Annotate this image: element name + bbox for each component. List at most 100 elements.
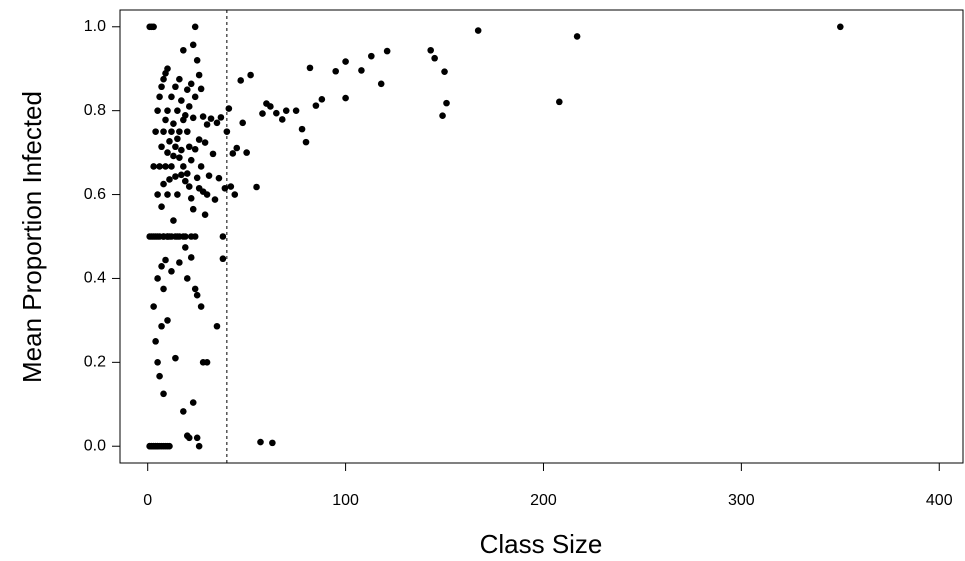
point <box>431 54 438 62</box>
point <box>156 93 163 101</box>
point <box>269 439 276 447</box>
point <box>217 114 225 121</box>
point <box>225 105 233 112</box>
point <box>195 136 203 143</box>
point <box>239 119 246 127</box>
point <box>176 128 183 135</box>
point <box>176 154 183 161</box>
point <box>156 163 163 170</box>
point <box>187 254 195 261</box>
point <box>358 67 365 74</box>
point <box>187 156 195 164</box>
point <box>193 434 201 442</box>
point <box>191 93 199 101</box>
point <box>185 143 193 151</box>
point <box>150 23 157 31</box>
point <box>160 128 167 135</box>
point <box>243 149 250 156</box>
point <box>168 128 175 135</box>
point <box>162 116 169 124</box>
point <box>174 107 181 114</box>
point <box>257 438 264 446</box>
point <box>377 80 385 88</box>
point <box>152 128 159 135</box>
point <box>189 41 197 49</box>
point <box>259 110 266 117</box>
point <box>166 176 173 183</box>
point <box>223 128 231 135</box>
point <box>160 75 167 83</box>
point <box>556 98 563 106</box>
point <box>227 183 235 190</box>
point <box>439 112 446 119</box>
point <box>180 46 187 54</box>
point <box>182 111 189 119</box>
point <box>191 285 199 293</box>
point <box>178 146 185 154</box>
point <box>172 143 179 151</box>
point <box>176 233 183 240</box>
point <box>201 211 209 218</box>
point <box>332 67 339 75</box>
point <box>282 107 290 114</box>
point <box>474 27 482 34</box>
point <box>383 47 391 55</box>
point <box>213 119 221 127</box>
point <box>203 191 211 198</box>
point <box>233 144 241 152</box>
point <box>215 174 223 182</box>
point <box>158 322 165 330</box>
point <box>342 58 349 65</box>
point <box>154 275 161 282</box>
point <box>154 233 161 240</box>
point <box>156 372 163 380</box>
point <box>253 183 260 191</box>
point <box>150 303 157 310</box>
point <box>189 114 197 122</box>
point <box>191 23 199 31</box>
point <box>160 180 167 188</box>
plot-frame <box>119 9 964 464</box>
point <box>160 285 167 293</box>
point <box>174 135 181 143</box>
point <box>154 107 161 114</box>
point <box>195 71 203 79</box>
y-tick-label: 0.6 <box>84 186 106 203</box>
point <box>201 139 209 146</box>
point <box>176 259 183 266</box>
point <box>152 338 159 345</box>
point <box>318 96 326 103</box>
point <box>229 150 237 157</box>
point <box>195 442 203 450</box>
point <box>273 109 280 117</box>
point <box>164 317 171 324</box>
point <box>237 77 245 84</box>
y-tick-label: 0.8 <box>84 102 106 119</box>
point <box>219 233 227 240</box>
point <box>168 93 175 101</box>
point <box>164 149 171 156</box>
y-tick-label: 1.0 <box>84 18 106 35</box>
point <box>191 233 199 240</box>
point <box>178 171 185 179</box>
point <box>183 86 191 93</box>
x-tick-label: 400 <box>926 492 953 509</box>
point <box>441 68 448 75</box>
point <box>298 125 306 133</box>
y-axis-label: Mean Proportion Infected <box>17 91 47 383</box>
point <box>191 145 199 153</box>
point <box>189 205 197 213</box>
x-tick-label: 200 <box>530 492 557 509</box>
point <box>160 390 167 398</box>
point <box>185 183 193 190</box>
point <box>197 303 205 310</box>
point <box>213 322 221 330</box>
point <box>183 275 191 282</box>
point <box>158 203 165 211</box>
point <box>170 217 177 224</box>
point <box>278 116 286 123</box>
point <box>164 65 171 73</box>
point <box>185 103 193 110</box>
point <box>193 291 201 299</box>
point <box>203 121 211 128</box>
